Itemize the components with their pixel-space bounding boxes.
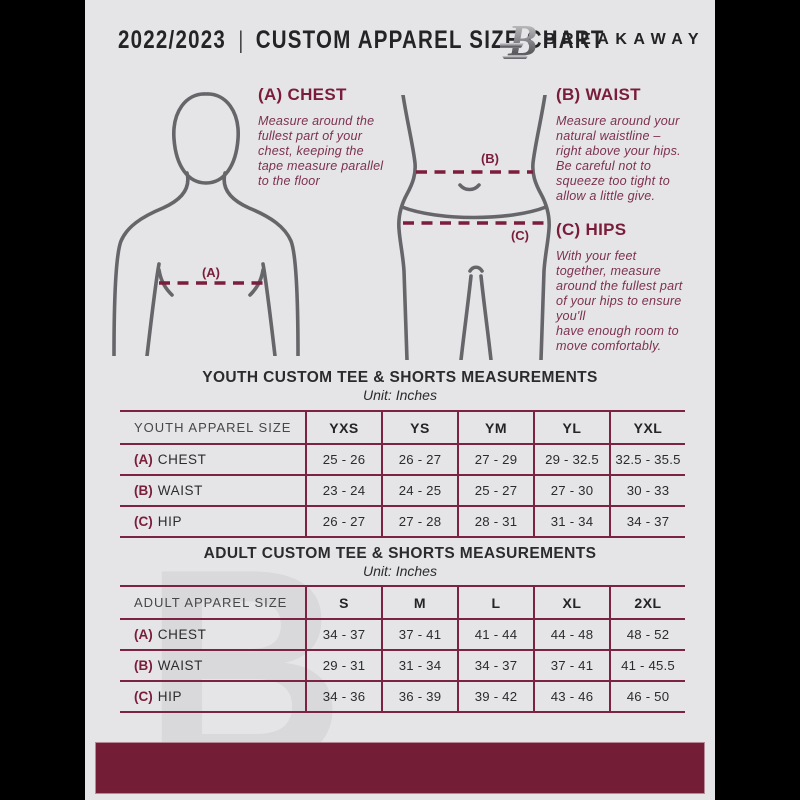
row-key: (A) xyxy=(134,452,153,467)
table-cell: 31 - 34 xyxy=(381,651,457,680)
row-key: (B) xyxy=(134,483,153,498)
table-cell: 26 - 27 xyxy=(305,507,381,536)
youth-table-header-row: YOUTH APPAREL SIZE YXS YS YM YL YXL xyxy=(120,412,685,445)
youth-chest-row: (A) CHEST 25 - 26 26 - 27 27 - 29 29 - 3… xyxy=(120,445,685,476)
waist-heading: (B) WAIST xyxy=(556,85,641,104)
table-cell: 31 - 34 xyxy=(533,507,609,536)
youth-unit-label: Unit: Inches xyxy=(363,387,437,403)
youth-section-title: YOUTH CUSTOM TEE & SHORTS MEASUREMENTS xyxy=(202,369,598,386)
hips-heading: (C) HIPS xyxy=(556,220,627,239)
table-cell: 34 - 36 xyxy=(305,682,381,711)
row-label: (A) CHEST xyxy=(120,445,305,474)
chest-heading: (A) CHEST xyxy=(258,85,347,104)
upper-body-figure: (A) xyxy=(112,92,300,356)
table-cell: 30 - 33 xyxy=(609,476,685,505)
row-label: (B) WAIST xyxy=(120,651,305,680)
breakaway-logo-icon: B xyxy=(498,16,542,65)
row-key: (C) xyxy=(134,689,153,704)
table-cell: 29 - 32.5 xyxy=(533,445,609,474)
row-name: CHEST xyxy=(157,452,207,467)
size-header-yxs: YXS xyxy=(305,412,381,443)
row-name: CHEST xyxy=(157,627,207,642)
size-header-ym: YM xyxy=(457,412,533,443)
waist-line-label: (B) xyxy=(481,151,499,166)
hips-instructions: (C) HIPS With your feet together, measur… xyxy=(556,220,714,353)
row-key: (C) xyxy=(134,514,153,529)
adult-size-table: ADULT APPAREL SIZE S M L XL 2XL (A) CHES… xyxy=(120,585,685,713)
table-cell: 36 - 39 xyxy=(381,682,457,711)
youth-waist-row: (B) WAIST 23 - 24 24 - 25 25 - 27 27 - 3… xyxy=(120,476,685,507)
chest-instructions: (A) CHEST Measure around the fullest par… xyxy=(258,85,418,189)
table-cell: 48 - 52 xyxy=(609,620,685,649)
row-name: HIP xyxy=(157,689,183,704)
season-text: 2022/2023 xyxy=(118,26,226,54)
row-key: (B) xyxy=(134,658,153,673)
table-cell: 46 - 50 xyxy=(609,682,685,711)
table-cell: 28 - 31 xyxy=(457,507,533,536)
adult-table-header-row: ADULT APPAREL SIZE S M L XL 2XL xyxy=(120,587,685,620)
youth-hip-row: (C) HIP 26 - 27 27 - 28 28 - 31 31 - 34 … xyxy=(120,507,685,538)
lower-body-figure: (B) (C) xyxy=(397,95,551,360)
row-label: (C) HIP xyxy=(120,682,305,711)
table-cell: 43 - 46 xyxy=(533,682,609,711)
row-name: WAIST xyxy=(157,483,203,498)
table-cell: 24 - 25 xyxy=(381,476,457,505)
table-cell: 27 - 30 xyxy=(533,476,609,505)
adult-hip-row: (C) HIP 34 - 36 36 - 39 39 - 42 43 - 46 … xyxy=(120,682,685,713)
table-cell: 29 - 31 xyxy=(305,651,381,680)
masthead: 2022/2023 | CUSTOM APPAREL SIZE CHART xyxy=(118,26,605,55)
table-cell: 39 - 42 xyxy=(457,682,533,711)
table-cell: 34 - 37 xyxy=(609,507,685,536)
size-header-yl: YL xyxy=(533,412,609,443)
footer-accent-bar xyxy=(95,742,705,794)
table-cell: 37 - 41 xyxy=(381,620,457,649)
table-cell: 26 - 27 xyxy=(381,445,457,474)
svg-text:B: B xyxy=(507,16,537,62)
table-cell: 25 - 27 xyxy=(457,476,533,505)
table-cell: 27 - 28 xyxy=(381,507,457,536)
table-cell: 41 - 45.5 xyxy=(609,651,685,680)
table-cell: 25 - 26 xyxy=(305,445,381,474)
chest-line-label: (A) xyxy=(202,265,220,280)
row-label: (B) WAIST xyxy=(120,476,305,505)
table-cell: 37 - 41 xyxy=(533,651,609,680)
table-cell: 34 - 37 xyxy=(457,651,533,680)
youth-size-table: YOUTH APPAREL SIZE YXS YS YM YL YXL (A) … xyxy=(120,410,685,538)
row-label: (C) HIP xyxy=(120,507,305,536)
size-chart-page: 2022/2023 | CUSTOM APPAREL SIZE CHART B … xyxy=(85,0,715,800)
size-header-xl: XL xyxy=(533,587,609,618)
adult-section-title: ADULT CUSTOM TEE & SHORTS MEASUREMENTS xyxy=(203,545,597,562)
adult-size-column-header: ADULT APPAREL SIZE xyxy=(134,595,288,610)
adult-waist-row: (B) WAIST 29 - 31 31 - 34 34 - 37 37 - 4… xyxy=(120,651,685,682)
table-cell: 32.5 - 35.5 xyxy=(609,445,685,474)
table-cell: 44 - 48 xyxy=(533,620,609,649)
header-divider: | xyxy=(238,26,244,54)
hips-line-label: (C) xyxy=(511,228,529,243)
row-name: WAIST xyxy=(157,658,203,673)
adult-unit-label: Unit: Inches xyxy=(363,563,437,579)
row-key: (A) xyxy=(134,627,153,642)
waist-instructions: (B) WAIST Measure around your natural wa… xyxy=(556,85,714,204)
size-header-l: L xyxy=(457,587,533,618)
table-cell: 41 - 44 xyxy=(457,620,533,649)
size-header-s: S xyxy=(305,587,381,618)
brand-name: BREAKAWAY xyxy=(544,31,706,48)
hips-body-text: With your feet together, measure around … xyxy=(556,249,683,353)
waist-body-text: Measure around your natural waistline – … xyxy=(556,114,681,203)
chest-body-text: Measure around the fullest part of your … xyxy=(258,114,384,188)
document-title: CUSTOM APPAREL SIZE CHART xyxy=(255,26,605,54)
row-label: (A) CHEST xyxy=(120,620,305,649)
size-header-yxl: YXL xyxy=(609,412,685,443)
size-header-2xl: 2XL xyxy=(609,587,685,618)
youth-size-column-header: YOUTH APPAREL SIZE xyxy=(134,420,292,435)
table-cell: 34 - 37 xyxy=(305,620,381,649)
size-header-m: M xyxy=(381,587,457,618)
size-header-ys: YS xyxy=(381,412,457,443)
table-cell: 23 - 24 xyxy=(305,476,381,505)
row-name: HIP xyxy=(157,514,183,529)
table-cell: 27 - 29 xyxy=(457,445,533,474)
adult-chest-row: (A) CHEST 34 - 37 37 - 41 41 - 44 44 - 4… xyxy=(120,620,685,651)
